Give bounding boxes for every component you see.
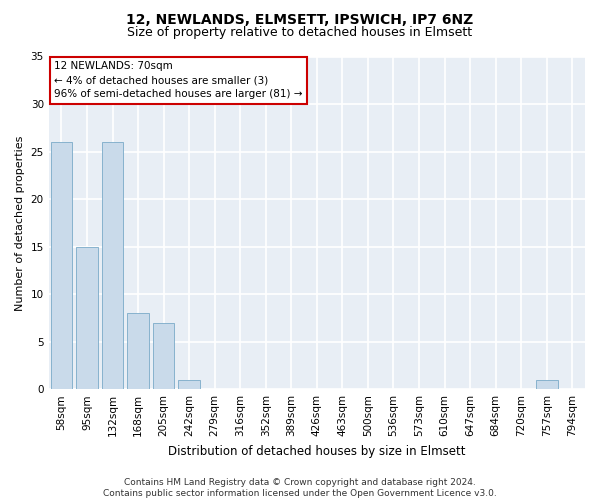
Y-axis label: Number of detached properties: Number of detached properties [15, 135, 25, 310]
Bar [178, 380, 200, 389]
Text: Size of property relative to detached houses in Elmsett: Size of property relative to detached ho… [127, 26, 473, 39]
Bar [101, 142, 124, 389]
X-axis label: Distribution of detached houses by size in Elmsett: Distribution of detached houses by size … [168, 444, 466, 458]
Bar [76, 246, 98, 389]
Bar [536, 380, 557, 389]
Text: 12 NEWLANDS: 70sqm
← 4% of detached houses are smaller (3)
96% of semi-detached : 12 NEWLANDS: 70sqm ← 4% of detached hous… [54, 62, 302, 100]
Bar [50, 142, 72, 389]
Bar [153, 322, 175, 389]
Text: 12, NEWLANDS, ELMSETT, IPSWICH, IP7 6NZ: 12, NEWLANDS, ELMSETT, IPSWICH, IP7 6NZ [127, 12, 473, 26]
Bar [127, 313, 149, 389]
Text: Contains HM Land Registry data © Crown copyright and database right 2024.
Contai: Contains HM Land Registry data © Crown c… [103, 478, 497, 498]
